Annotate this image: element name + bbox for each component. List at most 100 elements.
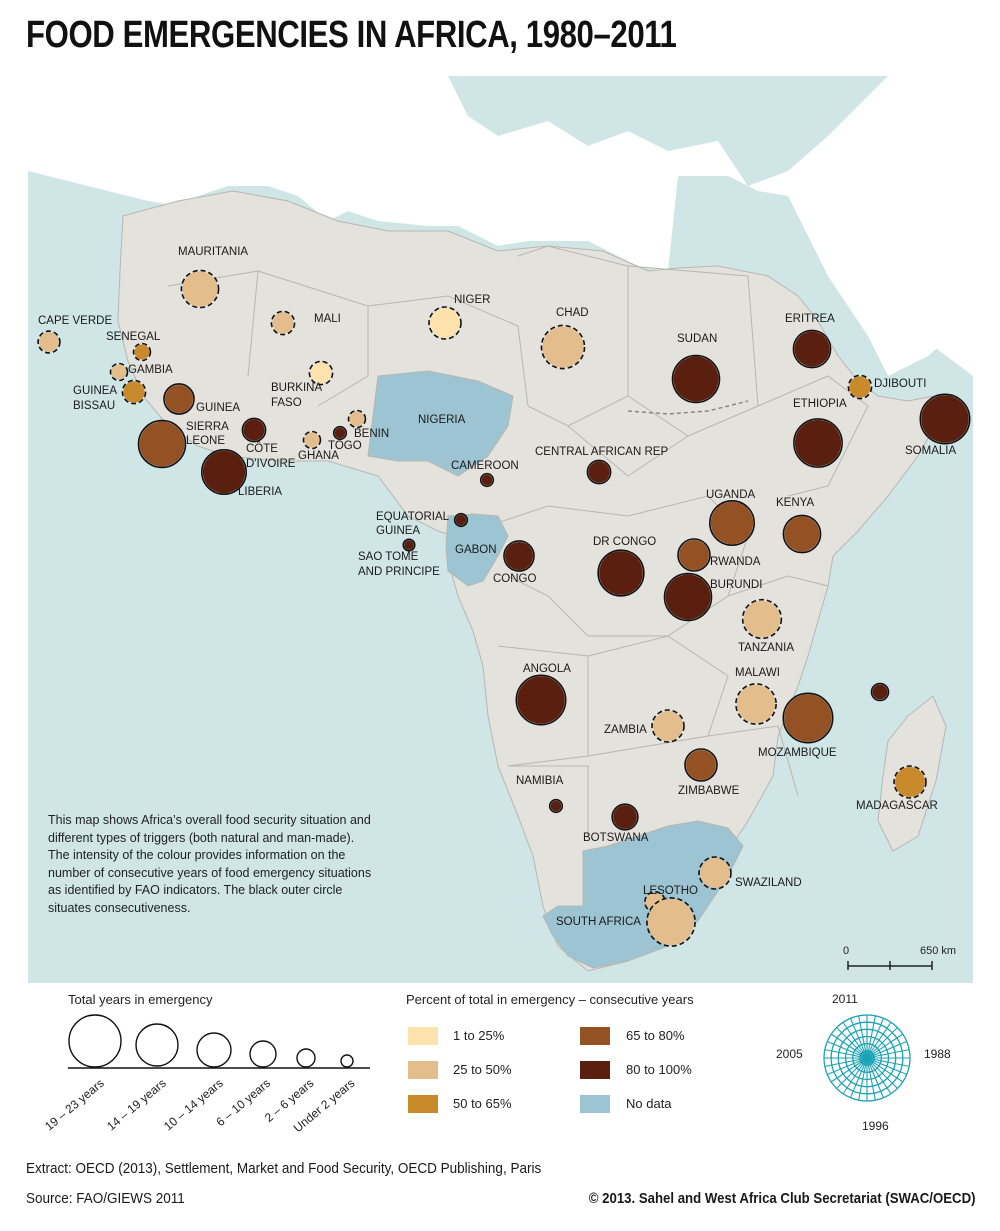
country-borders [167,245,869,836]
bubble-malawi [736,684,776,724]
bubble-ring-comoros [870,682,890,702]
bubble-zambia [653,711,683,741]
bubble-burundi [665,574,711,620]
clock-spoke [866,1057,910,1067]
bubble-ring-mali [270,310,296,336]
bubble-burkina-faso [310,362,332,384]
bubble-kenya [784,516,820,552]
label-togo: TOGO [328,440,362,452]
label-cape-verde: CAPE VERDE [38,315,112,327]
size-label-10-14: 10 – 14 years [161,1076,226,1134]
bubble-ring-equatorial-guinea [453,512,469,528]
bubble-mauritania [182,271,218,307]
label-cote-2: D'IVOIRE [246,458,296,470]
arabia-land [828,136,973,376]
clock-spoke [850,1057,868,1098]
bubble-madagascar [895,767,925,797]
clock-spoke [827,1041,868,1059]
bubble-dr-congo [599,551,643,595]
bubble-equatorial-guinea [455,514,467,526]
label-sao-tome-1: SAO TOME [358,551,419,563]
clock-spoke [866,1057,904,1083]
label-eq-guinea-1: EQUATORIAL [376,511,450,523]
label-cameroon: CAMEROON [451,460,519,472]
swatch-label-65-80: 65 to 80% [626,1028,685,1043]
europe-land [28,76,973,376]
swatch-1-25 [408,1027,438,1045]
label-namibia: NAMIBIA [516,775,564,787]
label-zimbabwe: ZIMBABWE [678,785,740,797]
bubble-ring-ghana [302,430,322,450]
bubble-chad [542,326,584,368]
clock-label-left: 2005 [776,1047,803,1061]
bubble-cape-verde [39,332,59,352]
bubble-guinea [164,384,194,414]
label-burundi: BURUNDI [710,579,762,591]
clock-spoke [824,1049,868,1059]
bubble-ring-ethiopia [793,418,843,468]
bubble-tanzania [743,600,781,638]
swatch-no-data [580,1095,610,1113]
size-2-6 [296,1048,316,1068]
label-liberia: LIBERIA [238,486,282,498]
label-mozambique: MOZAMBIQUE [758,747,837,759]
bubble-congo [504,541,534,571]
label-sudan: SUDAN [677,333,717,345]
bubble-south-africa [647,898,695,946]
bubble-ethiopia [794,419,842,467]
bubble-cameroon [481,474,493,486]
clock-spoke [836,1057,868,1089]
label-kenya: KENYA [776,497,814,509]
clock-spoke [842,1021,868,1059]
bubble-central-african-rep [588,461,610,483]
bubble-ring-eritrea [792,329,832,369]
clock-label-right: 1988 [924,1047,951,1061]
swatch-label-50-65: 50 to 65% [453,1096,512,1111]
label-eq-guinea-2: GUINEA [376,525,420,537]
clock-spoke [842,1057,868,1095]
source-citation: Source: FAO/GIEWS 2011 [26,1190,185,1207]
bubble-ring-guinea-bissau [121,379,147,405]
bubble-ring-togo [332,425,348,441]
clock-spoke [866,1018,884,1059]
label-angola: ANGOLA [523,663,571,675]
label-south-africa: SOUTH AFRICA [556,916,641,928]
scale-start: 0 [843,945,849,957]
bubble-ring-sierra-leone [137,419,187,469]
swatch-label-no-data: No data [626,1096,672,1111]
bubble-ring-rwanda [677,538,711,572]
bubble-ring-botswana [611,803,639,831]
swatch-80-100 [580,1061,610,1079]
clock-spoke [858,1015,868,1059]
clock-spoke [866,1057,907,1075]
clock-spoke [836,1027,868,1059]
bubble-ring-liberia [201,448,248,495]
size-legend [68,1014,370,1069]
swatch-50-65 [408,1095,438,1113]
bubble-ring-c-te-d-ivoire [241,417,267,443]
label-lesotho: LESOTHO [643,885,698,897]
africa-map: CAPE VERDE SENEGAL GAMBIA GUINEA BISSAU … [28,76,973,983]
clock-spoke [830,1033,868,1059]
consecutiveness-clock [823,1014,911,1102]
size-under-2 [340,1054,354,1068]
bubble-ring-cape-verde [37,330,61,354]
clock-spoke [866,1057,876,1101]
bubble-somalia [921,395,969,443]
label-guinea-bissau-2: BISSAU [73,400,115,412]
label-congo: CONGO [493,573,537,585]
clock-spoke [827,1057,868,1075]
south-africa-region [542,820,744,969]
gabon-region [445,513,509,587]
label-ghana: GHANA [298,450,339,462]
clock-spoke [824,1057,868,1067]
bubble-sudan [673,356,719,402]
bubble-ring-sao-tome-and-principe [402,538,416,552]
swatch-label-1-25: 1 to 25% [453,1028,505,1043]
clock-label-top: 2011 [832,992,858,1006]
bubble-ring-burundi [663,572,713,622]
bubble-ring-cameroon [479,472,495,488]
bubble-ring-namibia [548,798,564,814]
bubble-ghana [304,432,320,448]
clock-spoke [866,1041,907,1059]
